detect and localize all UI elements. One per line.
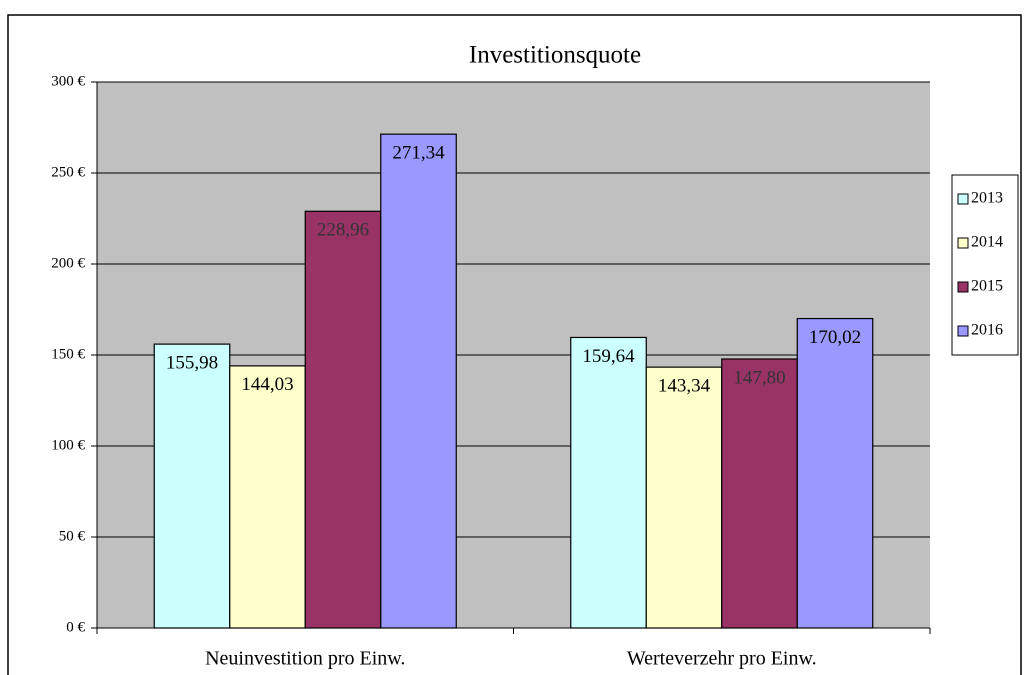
legend-swatch (957, 237, 969, 249)
y-tick-label: 50 € (59, 528, 86, 544)
legend-label: 2013 (971, 190, 1003, 207)
legend-swatch (957, 193, 969, 205)
bar (570, 336, 647, 629)
bar (153, 343, 231, 629)
bar (304, 210, 382, 629)
bar (229, 365, 306, 629)
data-label: 159,64 (582, 346, 635, 367)
bar (796, 317, 874, 629)
data-label: 144,03 (241, 374, 293, 395)
y-tick-label: 250 € (51, 164, 85, 180)
x-tick-label: Werteverzehr pro Einw. (627, 648, 817, 670)
legend-label: 2014 (971, 234, 1003, 251)
chart-title: Investitionsquote (469, 42, 641, 69)
bar (721, 358, 798, 629)
data-label: 170,02 (809, 327, 861, 348)
y-tick-label: 300 € (51, 73, 85, 89)
legend-box (951, 174, 1019, 356)
data-label: 143,34 (658, 375, 711, 396)
data-label: 228,96 (317, 220, 369, 241)
x-tick-label: Neuinvestition pro Einw. (205, 648, 405, 670)
y-tick-label: 150 € (51, 346, 85, 362)
legend-label: 2016 (971, 322, 1003, 339)
data-label: 147,80 (733, 367, 785, 388)
bar (380, 133, 457, 629)
data-label: 271,34 (392, 143, 445, 164)
data-label: 155,98 (166, 352, 218, 373)
legend-label: 2015 (971, 278, 1003, 295)
y-tick-label: 100 € (51, 437, 85, 453)
bar (645, 366, 723, 629)
legend-swatch (957, 281, 969, 293)
legend-swatch (957, 325, 969, 337)
y-tick-label: 200 € (51, 255, 85, 271)
y-tick-label: 0 € (66, 619, 85, 635)
